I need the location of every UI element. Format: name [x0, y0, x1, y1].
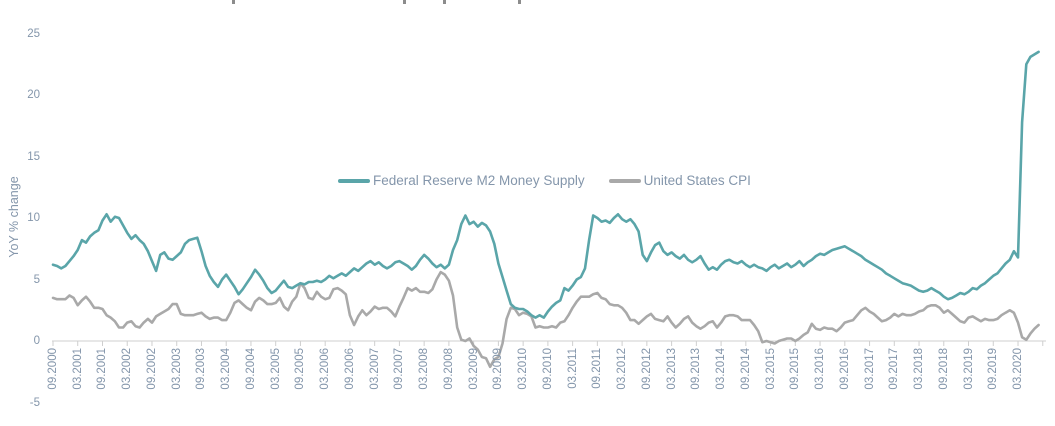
x-tick-label: 03.2002: [121, 348, 134, 390]
x-tick-label: 09.2008: [442, 348, 455, 390]
x-tick-label: 03.2011: [566, 348, 579, 389]
x-tick-label: 09.2002: [145, 348, 158, 390]
legend-label-cpi: United States CPI: [643, 173, 751, 188]
y-tick-label: 5: [33, 273, 40, 286]
m2-line-swatch-icon: [338, 178, 370, 183]
x-tick-label: 03.2004: [220, 348, 233, 390]
cpi-line-swatch-icon: [608, 178, 641, 183]
x-tick-label: 09.2010: [541, 348, 554, 390]
x-tick-label: 09.2019: [987, 348, 1000, 390]
legend-label-m2: Federal Reserve M2 Money Supply: [373, 173, 585, 188]
x-tick-label: 03.2001: [71, 348, 84, 390]
x-tick-label: 09.2007: [393, 348, 406, 390]
x-tick-label: 09.2001: [96, 348, 109, 390]
x-tick-label: 09.2000: [47, 348, 59, 390]
x-tick-label: 03.2012: [616, 348, 629, 390]
legend-item-cpi: United States CPI: [608, 173, 751, 188]
x-tick-label: 09.2015: [789, 348, 802, 390]
cpi-series-line: [51, 270, 1040, 369]
x-tick-label: 03.2013: [665, 348, 678, 390]
x-tick-label: 03.2016: [814, 348, 827, 390]
x-tick-label: 03.2010: [517, 348, 530, 390]
x-tick-label: 03.2019: [962, 348, 975, 390]
x-tick-label: 03.2003: [170, 348, 183, 390]
x-tick-label: 09.2004: [244, 348, 257, 390]
x-tick-label: 09.2005: [294, 348, 307, 390]
x-tick-label: 09.2016: [838, 348, 851, 390]
x-tick-label: 03.2015: [764, 348, 777, 390]
x-tick-label: 03.2020: [1012, 348, 1025, 390]
x-tick-label: 03.2017: [863, 348, 876, 390]
x-tick-label: 09.2003: [195, 348, 208, 390]
x-tick-label: 09.2012: [640, 348, 653, 390]
x-tick-label: 03.2018: [913, 348, 926, 390]
x-tick-label: 09.2006: [343, 348, 356, 390]
y-tick-label: 10: [27, 212, 40, 224]
cropped-title-fragment: [403, 0, 406, 4]
y-tick-label: 25: [27, 27, 40, 40]
x-tick-label: 03.2006: [319, 348, 332, 390]
x-tick-label: 09.2018: [937, 348, 950, 390]
y-tick-label: -5: [29, 396, 40, 409]
x-tick-label: 09.2011: [591, 348, 604, 389]
x-tick-label: 09.2013: [690, 348, 703, 390]
x-tick-label: 03.2005: [269, 348, 282, 390]
legend: Federal Reserve M2 Money Supply United S…: [338, 173, 751, 188]
m2-series-line: [51, 50, 1040, 319]
x-tick-label: 03.2014: [715, 348, 728, 390]
cropped-title-fragment: [443, 0, 446, 4]
cropped-title-fragment: [232, 0, 235, 4]
cropped-title-fragment: [518, 0, 521, 4]
x-tick-label: 09.2014: [739, 348, 752, 390]
y-tick-label: 0: [33, 335, 40, 347]
x-tick-label: 09.2009: [492, 348, 505, 390]
y-tick-label: 15: [27, 150, 40, 163]
legend-item-m2: Federal Reserve M2 Money Supply: [338, 173, 585, 188]
y-tick-label: 20: [27, 89, 40, 101]
x-tick-label: 03.2007: [368, 348, 381, 390]
x-tick-label: 03.2009: [467, 348, 480, 390]
x-tick-label: 09.2017: [888, 348, 901, 390]
x-tick-label: 03.2008: [418, 348, 431, 390]
